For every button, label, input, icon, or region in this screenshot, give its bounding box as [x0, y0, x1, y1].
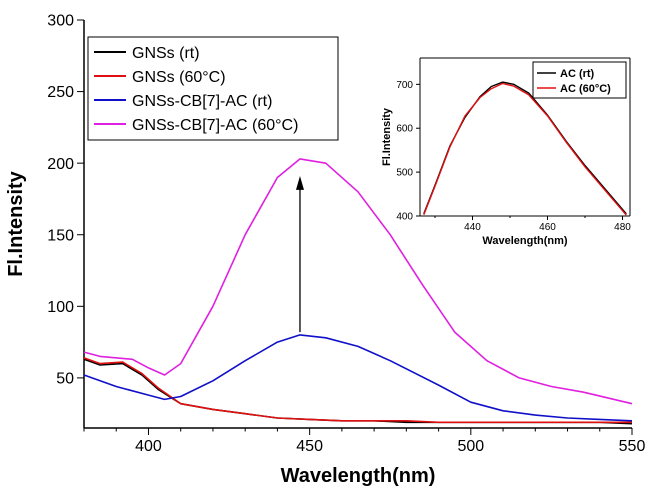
main-chart: 400 450 500 550 50 100 150 200 250 300 Wavelength(…	[5, 13, 645, 487]
x-tick-label: 500	[457, 438, 484, 455]
y-axis-title: Fl.Intensity	[5, 170, 27, 276]
legend: GNSs (rt) GNSs (60°C) GNSs-CB[7]-AC (rt) GN…	[87, 36, 339, 141]
y-tick-label: 250	[47, 84, 74, 101]
series-line-1	[83, 357, 632, 424]
legend-label-1: GNSs (60°C)	[132, 69, 226, 86]
legend-label-2: GNSs-CB[7]-AC (rt)	[132, 93, 272, 110]
annotation-arrow-head	[295, 176, 304, 190]
x-tick-label: 550	[619, 438, 646, 455]
y-tick-label: 500	[396, 168, 413, 179]
x-tick-label: 400	[135, 438, 162, 455]
legend-box	[87, 36, 339, 141]
inset-legend-box	[532, 61, 627, 99]
inset-legend: AC (rt) AC (60°C)	[532, 61, 627, 99]
legend-label-3: GNSs-CB[7]-AC (60°C)	[132, 117, 298, 134]
y-tick-label: 400	[396, 212, 413, 223]
y-tick-label: 300	[47, 13, 74, 30]
inset-legend-label-1: AC (60°C)	[560, 83, 611, 95]
series-line-0	[83, 358, 633, 425]
legend-label-0: GNSs (rt)	[132, 45, 200, 62]
x-tick-label: 480	[614, 222, 631, 233]
y-tick-label: 100	[47, 299, 74, 316]
x-tick-label: 440	[464, 222, 481, 233]
x-tick-label: 450	[296, 438, 323, 455]
x-axis-title: Wavelength(nm)	[281, 465, 436, 487]
y-tick-label: 600	[396, 124, 413, 135]
y-tick-label: 700	[396, 80, 413, 91]
y-tick-label: 200	[47, 156, 74, 173]
x-tick-label: 460	[539, 222, 556, 233]
y-tick-label: 50	[56, 370, 74, 387]
series-line-2	[83, 334, 633, 422]
y-tick-label: 150	[47, 227, 74, 244]
series-line-0	[423, 81, 627, 215]
series-line-3	[83, 158, 633, 405]
inset-chart: 440 460 480 400 500 600 700 Wavelength(nm) Fl.In…	[381, 57, 631, 247]
x-axis-title: Wavelength(nm)	[482, 235, 567, 247]
inset-legend-label-0: AC (rt)	[560, 68, 595, 80]
y-axis-title: Fl.Intensity	[381, 107, 393, 166]
series-line-1	[423, 82, 627, 216]
